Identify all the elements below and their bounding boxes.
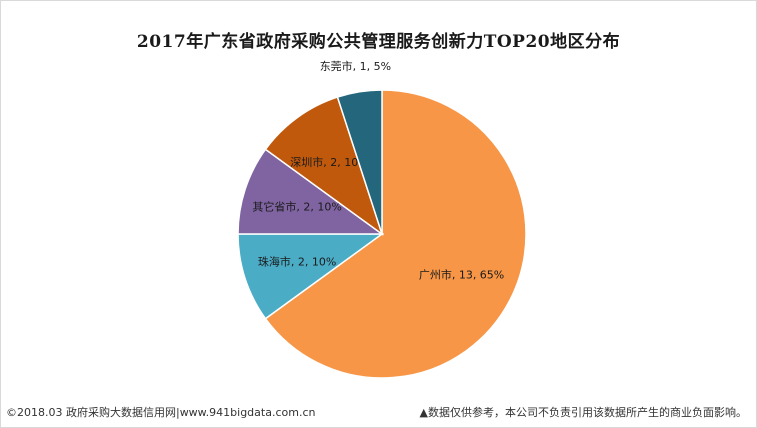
pie-label-3: 深圳市, 2, 10% xyxy=(290,155,368,169)
footer-source: ©2018.03 政府采购大数据信用网|www.941bigdata.com.c… xyxy=(6,406,316,419)
pie-label-4: 东莞市, 1, 5% xyxy=(320,59,391,73)
pie-slice-3 xyxy=(264,96,384,236)
pie-label-1: 珠海市, 2, 10% xyxy=(258,255,336,269)
footer-disclaimer: ▲数据仅供参考，本公司不负责引用该数据所产生的商业负面影响。 xyxy=(419,406,747,419)
pie-slice-2 xyxy=(237,148,385,235)
pie-label-2: 其它省市, 2, 10% xyxy=(252,199,341,213)
chart-title: 2017年广东省政府采购公共管理服务创新力TOP20地区分布 xyxy=(136,32,621,52)
pie-slice-4 xyxy=(336,89,383,235)
pie-slice-0 xyxy=(264,89,527,379)
pie-label-0: 广州市, 13, 65% xyxy=(419,268,504,282)
pie-slice-1 xyxy=(237,233,385,320)
